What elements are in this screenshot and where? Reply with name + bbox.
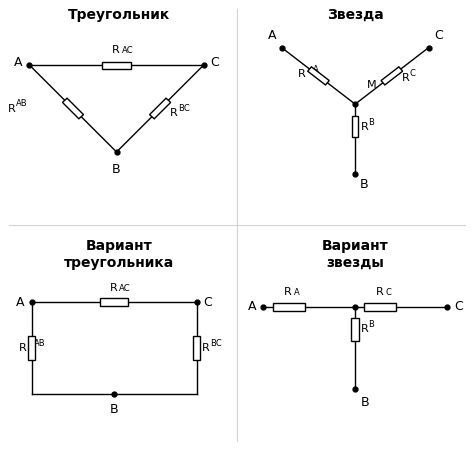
Text: ВС: ВС (178, 104, 190, 113)
FancyBboxPatch shape (273, 303, 305, 310)
Text: R: R (202, 343, 210, 353)
Polygon shape (63, 98, 83, 119)
Text: B: B (110, 403, 118, 416)
Text: M: M (366, 80, 376, 90)
Text: R: R (18, 343, 26, 353)
Text: А: А (313, 65, 319, 74)
Text: A: A (16, 296, 25, 309)
Polygon shape (381, 67, 402, 85)
Text: C: C (204, 296, 212, 309)
Text: B: B (361, 396, 369, 409)
FancyBboxPatch shape (352, 116, 358, 137)
FancyBboxPatch shape (193, 336, 201, 360)
Text: R: R (361, 324, 368, 334)
Text: АВ: АВ (34, 339, 45, 348)
Text: C: C (454, 300, 463, 313)
Text: АВ: АВ (16, 99, 27, 108)
Text: АС: АС (122, 46, 133, 55)
Text: R: R (170, 108, 178, 118)
Text: C: C (434, 29, 443, 42)
Text: Вариант
треугольника: Вариант треугольника (64, 239, 174, 270)
Text: R: R (112, 45, 119, 55)
Text: В: В (368, 118, 374, 127)
Text: ВС: ВС (210, 339, 221, 348)
Text: R: R (375, 287, 383, 297)
Text: С: С (385, 288, 392, 297)
Polygon shape (150, 98, 171, 119)
Text: АС: АС (119, 284, 131, 293)
FancyBboxPatch shape (28, 336, 36, 360)
Text: B: B (112, 163, 121, 176)
Text: A: A (14, 56, 23, 69)
Text: А: А (294, 288, 300, 297)
FancyBboxPatch shape (102, 62, 131, 68)
Text: R: R (109, 283, 117, 293)
Text: Звезда: Звезда (327, 8, 383, 22)
Text: R: R (361, 122, 368, 132)
FancyBboxPatch shape (100, 298, 128, 306)
Text: C: C (210, 56, 219, 69)
Text: R: R (298, 69, 306, 79)
FancyBboxPatch shape (352, 318, 359, 341)
Polygon shape (308, 67, 329, 85)
Text: R: R (402, 73, 410, 83)
Text: R: R (8, 104, 16, 113)
Text: С: С (409, 69, 415, 78)
Text: A: A (248, 300, 256, 313)
Text: R: R (284, 287, 292, 297)
Text: B: B (360, 178, 368, 191)
Text: Треугольник: Треугольник (68, 8, 170, 22)
Text: A: A (268, 29, 276, 42)
FancyBboxPatch shape (365, 303, 396, 310)
Text: Вариант
звезды: Вариант звезды (322, 239, 389, 270)
Text: В: В (368, 320, 374, 329)
